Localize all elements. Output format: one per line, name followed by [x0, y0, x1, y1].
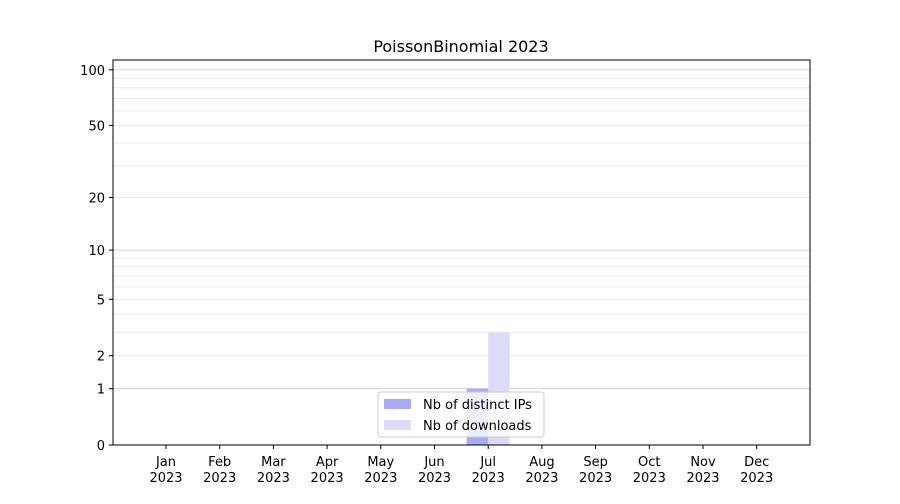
x-tick-label: May 2023 — [364, 455, 397, 486]
y-tick-label: 20 — [88, 192, 105, 207]
x-tick-label: Nov 2023 — [686, 455, 719, 486]
chart-title: PoissonBinomial 2023 — [373, 37, 548, 56]
y-tick-label: 5 — [97, 293, 105, 308]
x-tick-label: Oct 2023 — [633, 455, 666, 486]
plot-frame — [112, 59, 811, 446]
x-tick-label: Sep 2023 — [579, 455, 612, 486]
legend-swatch — [384, 420, 411, 430]
legend-label: Nb of distinct IPs — [423, 398, 532, 413]
legend-box — [377, 391, 545, 438]
y-tick-label: 10 — [88, 244, 105, 259]
x-tick-label: Mar 2023 — [257, 455, 290, 486]
x-tick-label: Jun 2023 — [418, 455, 451, 486]
x-tick-label: Jan 2023 — [149, 455, 182, 486]
legend-label: Nb of downloads — [423, 419, 532, 434]
x-tick-label: Jul 2023 — [472, 455, 505, 486]
y-tick-label: 50 — [88, 119, 105, 134]
x-tick-label: Feb 2023 — [203, 455, 236, 486]
legend-swatch — [384, 399, 411, 409]
y-tick-label: 0 — [97, 439, 105, 454]
y-tick-label: 1 — [97, 383, 105, 398]
y-tick-label: 100 — [80, 64, 105, 79]
x-tick-label: Aug 2023 — [525, 455, 558, 486]
y-tick-label: 2 — [97, 350, 105, 365]
x-tick-label: Apr 2023 — [311, 455, 344, 486]
x-tick-label: Dec 2023 — [740, 455, 773, 486]
